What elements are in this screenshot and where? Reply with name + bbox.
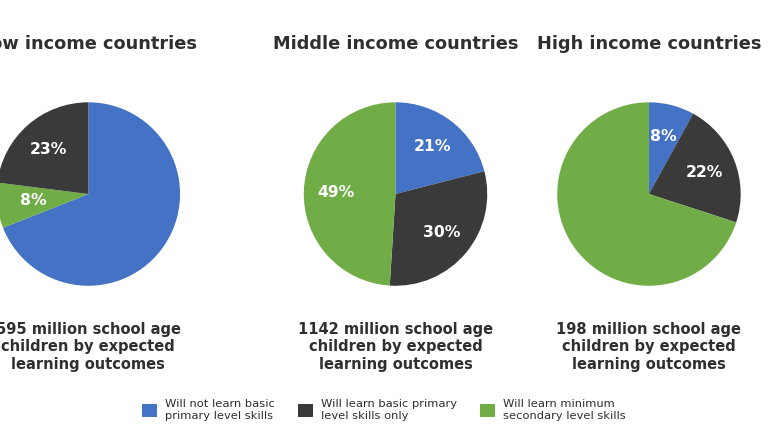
Text: 23%: 23% [30,142,68,157]
Text: High income countries: High income countries [537,35,761,53]
Wedge shape [390,171,487,286]
Text: 21%: 21% [413,139,451,154]
Text: 30%: 30% [422,224,460,239]
Text: 595 million school age
children by expected
learning outcomes: 595 million school age children by expec… [0,322,180,372]
Text: 49%: 49% [317,185,355,200]
Text: Low income countries: Low income countries [0,35,197,53]
Text: 8%: 8% [21,194,47,209]
Wedge shape [649,114,740,222]
Legend: Will not learn basic
primary level skills, Will learn basic primary
level skills: Will not learn basic primary level skill… [137,393,631,426]
Text: 22%: 22% [686,164,723,179]
Wedge shape [304,102,396,286]
Text: 198 million school age
children by expected
learning outcomes: 198 million school age children by expec… [557,322,741,372]
Wedge shape [558,102,737,286]
Wedge shape [0,102,88,194]
Text: 8%: 8% [650,129,677,144]
Wedge shape [0,183,88,228]
Wedge shape [396,102,485,194]
Wedge shape [3,102,180,286]
Text: 1142 million school age
children by expected
learning outcomes: 1142 million school age children by expe… [298,322,493,372]
Wedge shape [649,102,694,194]
Text: Middle income countries: Middle income countries [273,35,518,53]
